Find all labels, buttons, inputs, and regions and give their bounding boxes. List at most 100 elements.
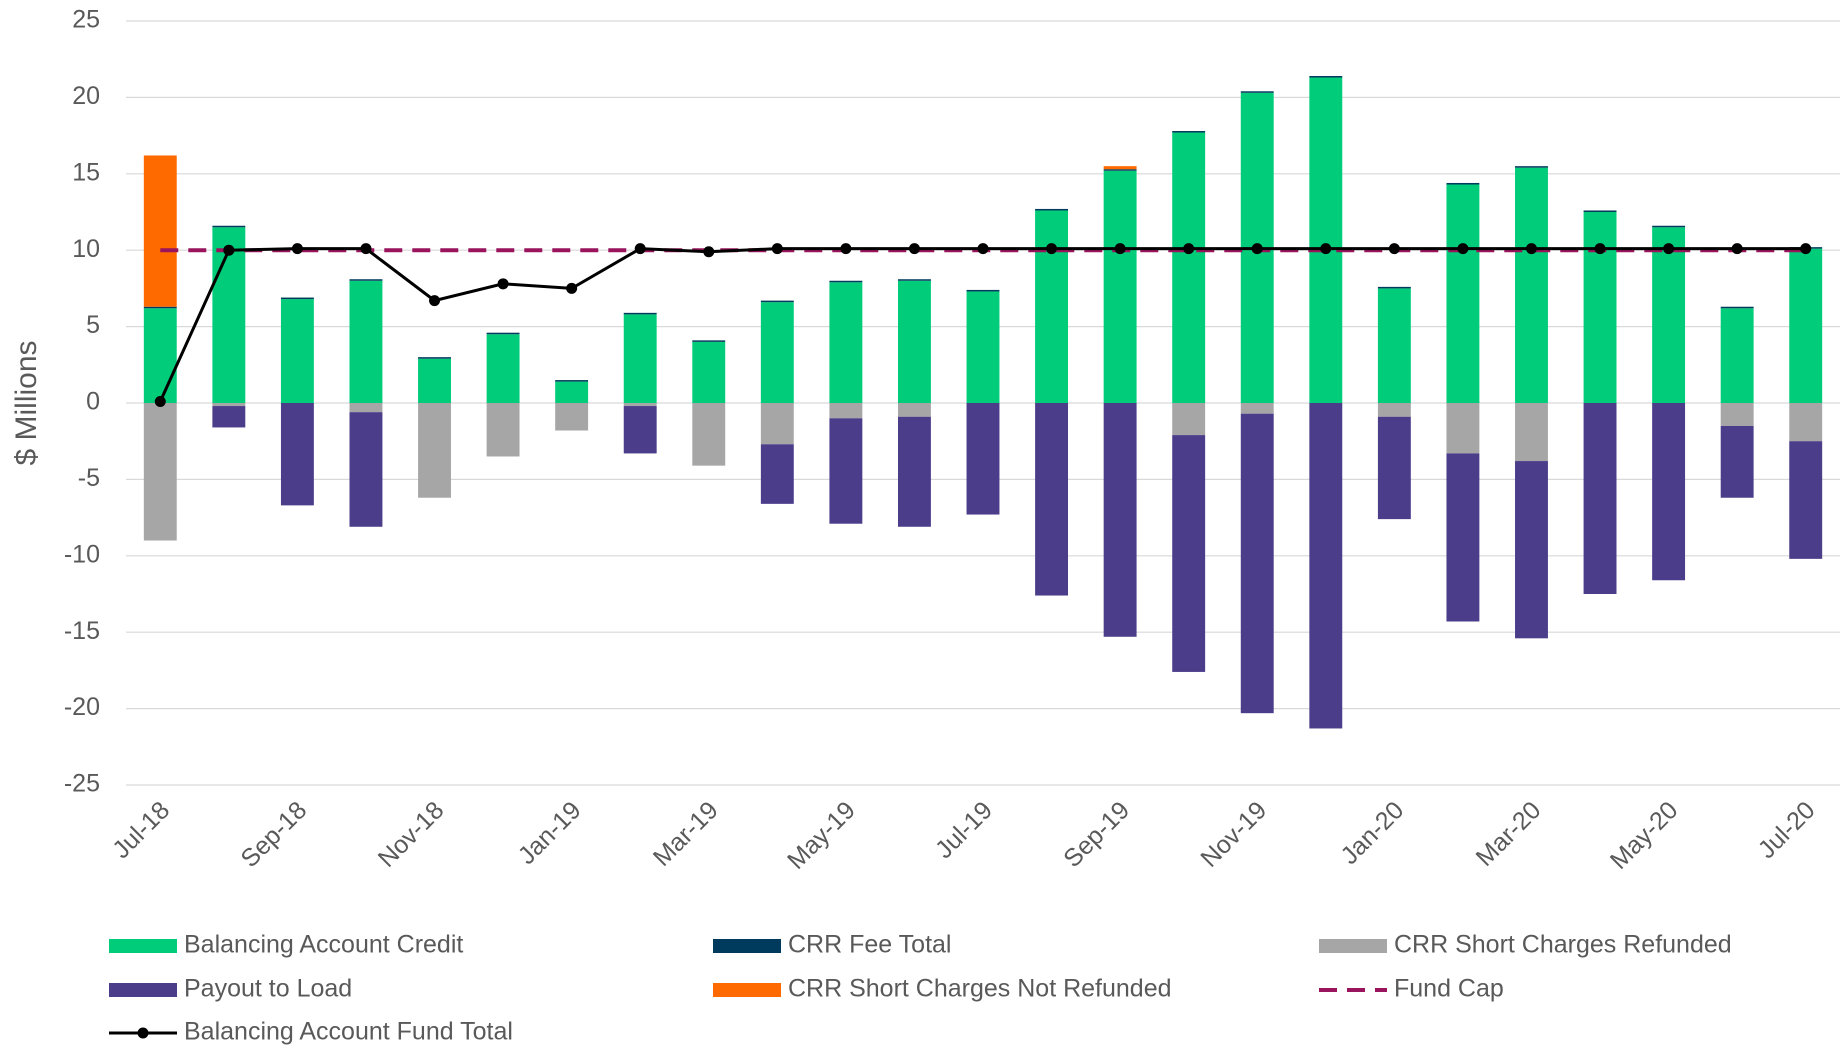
bar-segment bbox=[212, 225, 246, 228]
bar-segment bbox=[897, 416, 931, 527]
x-tick-label: Jul-18 bbox=[107, 796, 175, 864]
bar-segment bbox=[760, 302, 794, 403]
line-marker bbox=[1525, 243, 1537, 255]
bar-segment bbox=[1652, 403, 1686, 581]
x-tick-label: Sep-19 bbox=[1058, 796, 1135, 873]
bar-segment bbox=[1515, 403, 1548, 462]
bar-segment bbox=[212, 406, 246, 428]
bar-segment bbox=[692, 341, 726, 403]
line-marker bbox=[771, 243, 783, 255]
x-tick-label: Jul-19 bbox=[930, 796, 998, 864]
bar-segment bbox=[1652, 225, 1686, 228]
line-marker bbox=[1594, 243, 1606, 255]
line-marker bbox=[634, 243, 646, 255]
bar-segment bbox=[1103, 166, 1137, 170]
bar-segment bbox=[1035, 208, 1069, 211]
y-tick-label: 25 bbox=[72, 6, 100, 34]
bar-segment bbox=[1789, 441, 1823, 559]
legend-label: Fund Cap bbox=[1394, 975, 1504, 1003]
bar-segment bbox=[1309, 403, 1343, 729]
x-tick-label: Nov-18 bbox=[373, 796, 450, 873]
y-tick-label: -15 bbox=[64, 617, 100, 645]
legend-marker bbox=[137, 1027, 149, 1039]
bar-segment bbox=[280, 403, 314, 506]
bar-segment bbox=[1583, 210, 1617, 212]
bar-segment bbox=[760, 403, 794, 445]
bar-segment bbox=[966, 289, 1000, 292]
bar-segment bbox=[1515, 166, 1548, 168]
bar-segment bbox=[1720, 306, 1754, 309]
bar-segment bbox=[1172, 132, 1206, 403]
bar-segment bbox=[760, 444, 794, 504]
bar-segment bbox=[349, 412, 383, 527]
bar-segment bbox=[143, 403, 177, 541]
y-tick-label: -10 bbox=[64, 540, 100, 568]
bar-segment bbox=[623, 406, 657, 454]
bar-segment bbox=[349, 280, 383, 403]
bar-segment bbox=[1446, 184, 1480, 403]
bar-segment bbox=[760, 300, 794, 303]
bar-segment bbox=[418, 357, 451, 359]
bar-segment bbox=[1035, 210, 1069, 403]
x-tick-label: Nov-19 bbox=[1195, 796, 1272, 873]
x-tick-label: Mar-20 bbox=[1471, 796, 1547, 872]
bar-segment bbox=[1720, 403, 1754, 426]
bar-segment bbox=[1446, 182, 1480, 185]
legend-label: Payout to Load bbox=[184, 975, 352, 1003]
bar-segment bbox=[555, 380, 589, 382]
bar-segment bbox=[1652, 227, 1686, 403]
bar-segment bbox=[212, 403, 246, 407]
legend-label: Balancing Account Credit bbox=[184, 931, 463, 959]
bar-segment bbox=[829, 280, 863, 283]
line-marker bbox=[908, 243, 920, 255]
legend-label: CRR Short Charges Refunded bbox=[1394, 931, 1732, 959]
bar-segment bbox=[1515, 461, 1548, 639]
bar-segment bbox=[143, 155, 177, 307]
x-tick-label: Jan-19 bbox=[513, 796, 587, 870]
legend-swatch bbox=[1319, 939, 1387, 953]
x-tick-label: Jul-20 bbox=[1753, 796, 1821, 864]
y-axis-title: $ Millions bbox=[10, 340, 43, 465]
line-marker bbox=[291, 243, 303, 255]
bar-segment bbox=[280, 299, 314, 403]
bar-segment bbox=[1172, 403, 1206, 436]
bar-segment bbox=[1035, 403, 1069, 596]
line-marker bbox=[223, 244, 235, 256]
bar-segment bbox=[349, 403, 383, 413]
bar-segment bbox=[1377, 288, 1411, 403]
line-marker bbox=[154, 395, 166, 407]
bar-segment bbox=[1309, 77, 1343, 403]
legend-label: CRR Short Charges Not Refunded bbox=[788, 975, 1172, 1003]
bar-segment bbox=[1789, 403, 1823, 442]
line-marker bbox=[840, 243, 852, 255]
y-tick-label: -25 bbox=[64, 770, 100, 798]
bar-segment bbox=[1583, 403, 1617, 594]
bar-segment bbox=[1172, 435, 1206, 672]
bar-segment bbox=[555, 403, 589, 431]
legend-label: Balancing Account Fund Total bbox=[184, 1018, 513, 1046]
x-tick-label: Jan-20 bbox=[1335, 796, 1409, 870]
y-tick-label: 0 bbox=[86, 388, 100, 416]
bar-segment bbox=[829, 403, 863, 419]
line-marker bbox=[1457, 243, 1469, 255]
line-marker bbox=[566, 282, 578, 294]
bar-segment bbox=[1446, 403, 1480, 454]
bar-segment bbox=[897, 280, 931, 403]
y-tick-label: 20 bbox=[72, 82, 100, 110]
bar-segment bbox=[1377, 286, 1411, 289]
bar-segment bbox=[897, 403, 931, 417]
line-marker bbox=[1800, 243, 1812, 255]
legend-swatch bbox=[109, 983, 177, 997]
legend-label: CRR Fee Total bbox=[788, 931, 952, 959]
line-marker bbox=[977, 243, 989, 255]
line-marker bbox=[1663, 243, 1675, 255]
bar-segment bbox=[486, 334, 520, 403]
y-tick-label: 5 bbox=[86, 311, 100, 339]
bar-segment bbox=[349, 279, 383, 281]
x-tick-label: May-20 bbox=[1605, 796, 1684, 875]
bar-segment bbox=[966, 403, 1000, 515]
legend-swatch bbox=[713, 983, 781, 997]
bar-segment bbox=[1583, 212, 1617, 403]
bar-segment bbox=[692, 403, 726, 466]
